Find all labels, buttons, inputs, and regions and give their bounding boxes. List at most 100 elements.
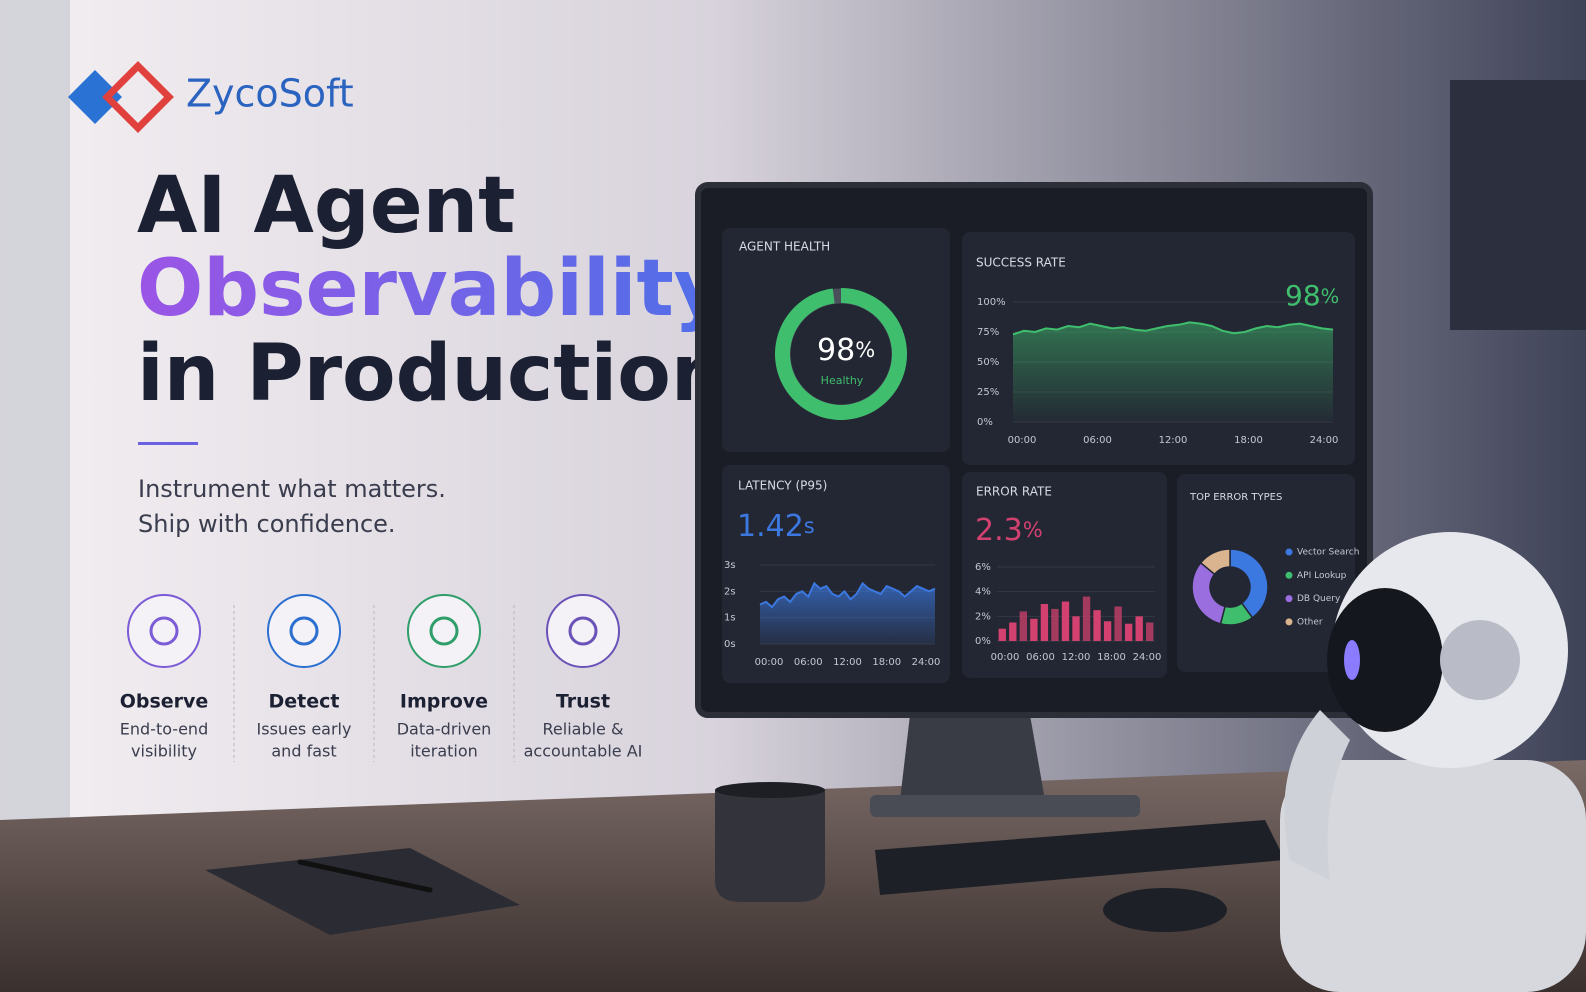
bar — [998, 628, 1006, 641]
feature-icon — [127, 594, 201, 668]
y-tick-label: 6% — [975, 562, 991, 573]
metric-value: 98% — [817, 333, 875, 368]
panel — [722, 228, 950, 452]
feature-text: and fast — [271, 742, 336, 761]
panel — [722, 465, 950, 683]
x-tick-label: 06:00 — [1026, 652, 1055, 663]
metric-unit: s — [804, 514, 815, 538]
legend-label: DB Query — [1297, 594, 1341, 604]
line — [759, 581, 936, 609]
tagline: Ship with confidence. — [138, 510, 396, 538]
legend-swatch — [1285, 548, 1293, 556]
feature-glyph — [149, 616, 179, 646]
feature-icon — [267, 594, 341, 668]
feature-icon — [546, 594, 620, 668]
divider — [138, 442, 198, 445]
status: Healthy — [821, 374, 864, 387]
metric-value: 98% — [1285, 279, 1339, 312]
y-tick-label: 0% — [975, 636, 991, 647]
bar — [1082, 596, 1091, 641]
panel — [962, 472, 1167, 678]
monitor-stand — [900, 715, 1045, 800]
robot-visor — [1327, 588, 1443, 732]
donut-slice — [1199, 548, 1231, 576]
feature-title: Improve — [400, 691, 488, 713]
bar — [1030, 618, 1038, 641]
x-tick-label: 06:00 — [794, 657, 823, 668]
bar — [1040, 604, 1049, 641]
feature-text: Issues early — [257, 720, 352, 739]
bar — [1103, 621, 1112, 641]
feature-text: Data-driven — [397, 720, 492, 739]
window — [0, 0, 70, 830]
panel-title: SUCCESS RATE — [976, 256, 1066, 270]
legend-label: Other — [1297, 617, 1323, 627]
metric-number: 98 — [1285, 279, 1321, 312]
tagline: Instrument what matters. — [138, 475, 446, 503]
legend-label: API Lookup — [1297, 571, 1347, 581]
y-tick-label: 0s — [724, 639, 736, 650]
feature-glyph — [429, 616, 459, 646]
y-tick-label: 25% — [977, 387, 999, 398]
x-tick-label: 12:00 — [833, 657, 862, 668]
metric-unit: % — [855, 338, 875, 362]
feature-text: End-to-end — [120, 720, 208, 739]
feature-text: iteration — [410, 742, 478, 761]
feature-icon — [407, 594, 481, 668]
x-tick-label: 12:00 — [1062, 652, 1091, 663]
mug — [715, 790, 825, 902]
feature-glyph — [289, 616, 319, 646]
x-tick-label: 18:00 — [1234, 435, 1263, 446]
headline: in Production — [137, 329, 726, 419]
robot-arm — [1284, 710, 1350, 880]
x-tick-label: 00:00 — [755, 657, 784, 668]
logo-mark — [68, 70, 122, 124]
y-tick-label: 75% — [977, 327, 999, 338]
legend-label: Vector Search — [1297, 548, 1359, 558]
pen — [297, 859, 433, 893]
metric-number: 2.3 — [975, 513, 1023, 548]
y-tick-label: 50% — [977, 357, 999, 368]
x-tick-label: 24:00 — [1133, 652, 1162, 663]
metric-unit: % — [1321, 285, 1340, 308]
wall-frame — [1450, 80, 1586, 330]
feature-title: Observe — [120, 691, 209, 713]
robot-ear — [1440, 620, 1520, 700]
metric-value: 1.42s — [737, 509, 815, 544]
x-tick-label: 18:00 — [872, 657, 901, 668]
panel-title: AGENT HEALTH — [739, 240, 830, 254]
headline: AI Agent — [137, 161, 515, 251]
bar — [1009, 622, 1017, 641]
keyboard — [875, 820, 1285, 895]
robot-body — [1280, 760, 1586, 992]
feature-text: visibility — [131, 742, 197, 761]
y-tick-label: 2% — [975, 611, 991, 622]
mouse — [1103, 888, 1227, 932]
x-tick-label: 00:00 — [1008, 435, 1037, 446]
legend-swatch — [1285, 595, 1293, 603]
notebook — [205, 848, 520, 935]
robot-eye — [1344, 640, 1360, 680]
bar — [1061, 601, 1070, 641]
logo-mark — [102, 61, 174, 133]
monitor-base — [870, 795, 1140, 817]
metric-number: 98 — [817, 333, 855, 368]
x-tick-label: 24:00 — [912, 657, 941, 668]
headline: Observability — [137, 244, 725, 334]
x-tick-label: 12:00 — [1159, 435, 1188, 446]
area — [1013, 322, 1333, 422]
panel-title: LATENCY (P95) — [738, 479, 827, 493]
feature-glyph — [568, 616, 598, 646]
x-tick-label: 00:00 — [991, 652, 1020, 663]
bar — [1019, 611, 1028, 641]
bar — [1051, 608, 1059, 641]
bar — [1093, 610, 1101, 641]
y-tick-label: 0% — [977, 417, 993, 428]
legend-swatch — [1285, 618, 1293, 626]
y-tick-label: 2s — [724, 586, 736, 597]
donut-slice — [1229, 548, 1269, 619]
panel-title: ERROR RATE — [976, 485, 1052, 499]
panel-title: TOP ERROR TYPES — [1189, 492, 1282, 503]
line — [1012, 321, 1334, 336]
bar — [1114, 606, 1122, 641]
